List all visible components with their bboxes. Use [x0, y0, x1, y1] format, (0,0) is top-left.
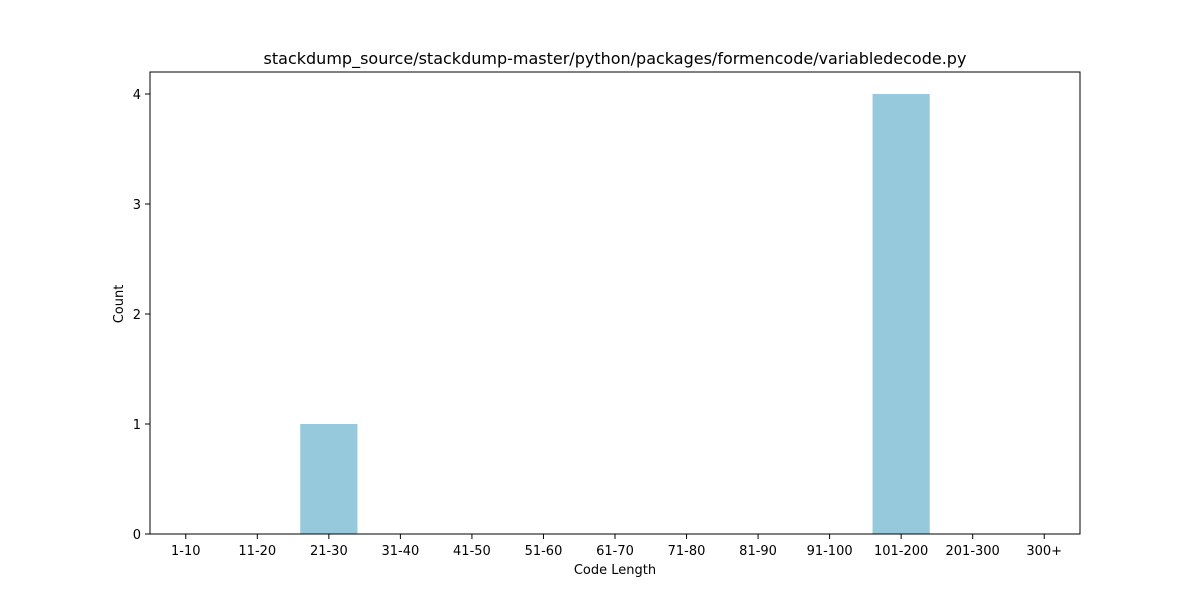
x-tick-label: 51-60	[525, 544, 563, 559]
y-axis-label: Count	[112, 285, 127, 324]
x-axis-label: Code Length	[574, 563, 656, 578]
y-axis: 0 1 2 3 4	[133, 88, 150, 543]
bars-group	[300, 94, 930, 534]
x-tick-label: 201-300	[946, 544, 1000, 559]
y-tick-label: 1	[133, 418, 141, 433]
bar-101-200	[872, 94, 930, 534]
x-tick-label: 91-100	[807, 544, 853, 559]
y-tick-label: 2	[133, 308, 141, 323]
y-tick-label: 4	[133, 88, 141, 103]
x-tick-label: 61-70	[596, 544, 634, 559]
x-tick-label: 31-40	[381, 544, 419, 559]
x-tick-label: 101-200	[874, 544, 928, 559]
bar-21-30	[300, 424, 358, 534]
x-tick-label: 71-80	[668, 544, 706, 559]
x-tick-label: 21-30	[310, 544, 348, 559]
x-tick-label: 81-90	[739, 544, 777, 559]
plot-area-frame	[149, 71, 1081, 535]
x-tick-label: 300+	[1026, 544, 1062, 559]
x-tick-label: 41-50	[453, 544, 491, 559]
x-tick-label: 11-20	[238, 544, 276, 559]
y-tick-label: 3	[133, 198, 141, 213]
x-axis: 1-10 11-20 21-30 31-40 41-50 51-60 61-70 71-80 8…	[171, 534, 1062, 559]
chart-title: stackdump_source/stackdump-master/python…	[264, 49, 967, 69]
x-tick-label: 1-10	[171, 544, 201, 559]
y-tick-label: 0	[133, 528, 141, 543]
